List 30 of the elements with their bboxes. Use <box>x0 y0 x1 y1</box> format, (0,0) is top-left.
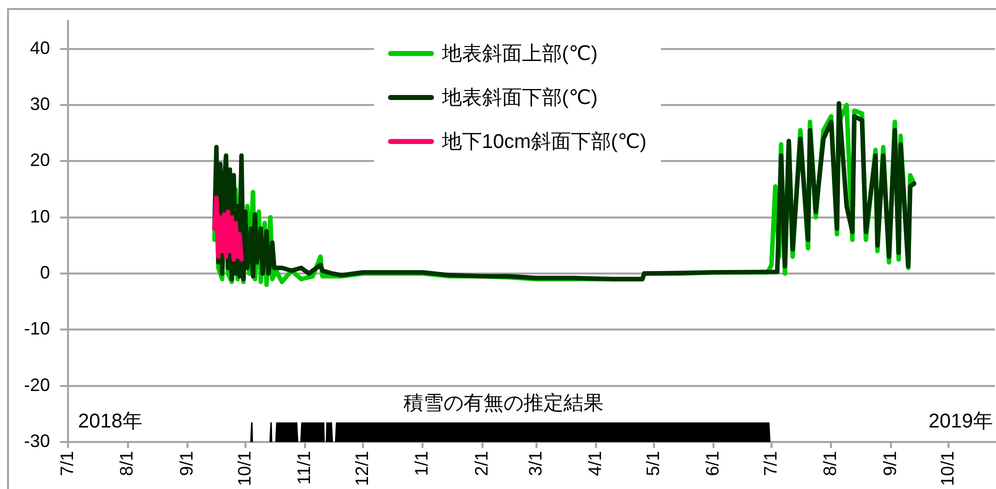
x-tick-label: 9/1 <box>880 450 900 476</box>
x-tick-label: 6/1 <box>702 450 723 476</box>
x-tick-label: 2/1 <box>471 450 492 476</box>
legend-label: 地表斜面下部(℃) <box>442 86 598 110</box>
legend-label: 地表斜面上部(℃) <box>442 42 598 66</box>
annotation: 積雪の有無の推定結果 <box>404 392 604 414</box>
x-tick-label: 4/1 <box>585 450 606 476</box>
y-tick-label: -10 <box>24 318 50 339</box>
annotation: 2019年 <box>928 410 993 432</box>
x-tick-label: 8/1 <box>820 450 840 476</box>
y-tick-label: -20 <box>24 374 50 395</box>
y-tick-label: 10 <box>30 206 50 226</box>
y-tick-label: 20 <box>30 150 50 170</box>
x-tick-label: 7/1 <box>760 450 780 476</box>
annotation: 2018年 <box>78 410 143 432</box>
x-tick-label: 3/1 <box>525 450 546 476</box>
y-tick-label: 40 <box>30 38 50 58</box>
x-tick-label: 7/1 <box>56 450 77 476</box>
y-tick-label: -30 <box>24 430 50 451</box>
x-tick-label: 12/1 <box>352 450 372 486</box>
x-tick-label: 11/1 <box>294 450 314 485</box>
x-tick-label: 5/1 <box>642 450 663 476</box>
x-tick-label: 9/1 <box>176 450 196 476</box>
x-tick-label: 1/1 <box>412 450 432 476</box>
legend-label: 地下10cm斜面下部(℃) <box>442 130 647 154</box>
x-tick-label: 10/1 <box>938 450 958 486</box>
x-tick-label: 10/1 <box>234 450 254 486</box>
y-tick-label: 30 <box>30 94 50 114</box>
x-tick-label: 8/1 <box>116 450 137 476</box>
y-tick-label: 0 <box>40 262 50 282</box>
